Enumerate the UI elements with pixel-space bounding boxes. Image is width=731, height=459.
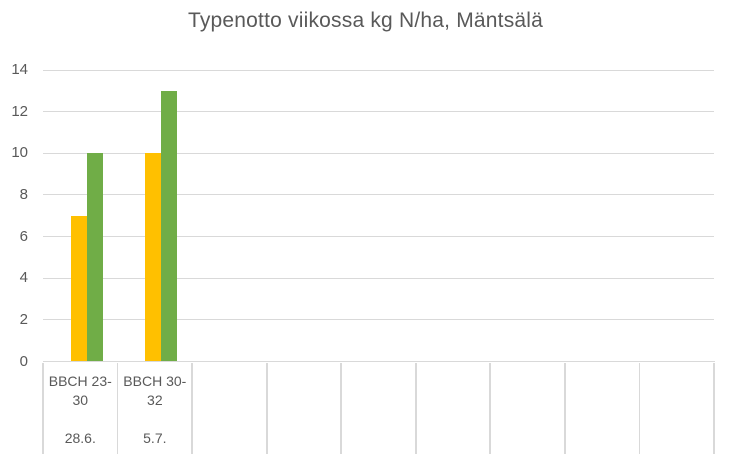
y-tick-label: 10	[11, 144, 28, 162]
gridline	[43, 194, 714, 196]
y-tick-label: 4	[19, 269, 28, 287]
bar-series-green-cat2	[161, 90, 178, 362]
category-stage-line2: 32	[147, 391, 163, 408]
gridline	[43, 277, 714, 279]
category-divider	[414, 362, 417, 454]
y-tick-label: 8	[19, 185, 28, 203]
category-date-label: 5.7.	[143, 429, 167, 446]
category-divider	[563, 362, 566, 454]
category-stage-line1: BBCH 30-	[123, 372, 187, 389]
gridline	[43, 111, 714, 113]
category-divider	[340, 362, 343, 454]
y-tick-label: 2	[19, 310, 28, 328]
category-divider	[638, 362, 641, 454]
bar-series-yellow-cat2	[145, 153, 162, 362]
category-divider	[265, 362, 268, 454]
y-tick-label: 6	[19, 227, 28, 245]
category-label: BBCH 23- 30 28.6.	[43, 372, 118, 448]
category-label: BBCH 30- 32 5.7.	[118, 372, 193, 448]
bar-series-yellow-cat1	[70, 215, 87, 362]
category-stage-line2: 30	[72, 391, 89, 408]
bar-series-green-cat1	[86, 153, 103, 362]
chart-title: Typenotto viikossa kg N/ha, Mäntsälä	[187, 9, 544, 32]
y-tick-label: 0	[19, 352, 28, 370]
gridline	[43, 152, 714, 154]
gridline	[43, 69, 714, 71]
gridline	[43, 236, 714, 238]
gridline	[43, 319, 714, 321]
category-divider	[191, 362, 193, 454]
category-date-label: 28.6.	[64, 429, 96, 446]
category-stage-line1: BBCH 23-	[48, 372, 112, 389]
category-divider	[489, 362, 492, 454]
y-tick-label: 14	[11, 61, 28, 78]
plot-area	[43, 69, 714, 362]
y-tick-label: 12	[11, 102, 28, 120]
category-divider	[713, 362, 715, 454]
x-axis-line	[43, 360, 715, 363]
category-divider	[116, 362, 119, 454]
category-divider	[42, 362, 44, 454]
x-axis-category-band: BBCH 23- 30 28.6. BBCH 30- 32 5.7.	[42, 362, 715, 454]
